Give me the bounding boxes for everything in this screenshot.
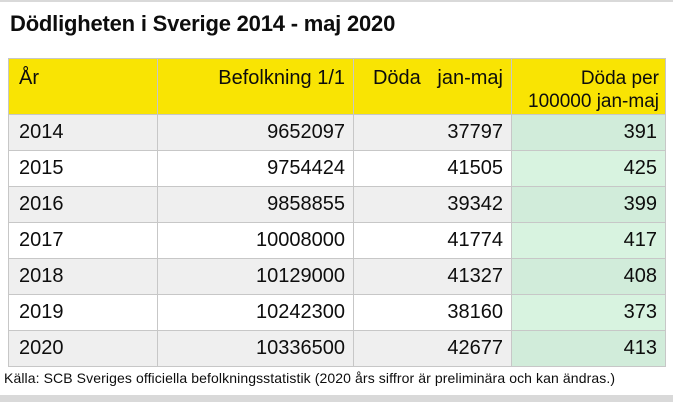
deaths-per-100k-cell: 417 xyxy=(511,222,666,259)
column-header-population: Befolkning 1/1 xyxy=(157,58,354,115)
population-cell: 9652097 xyxy=(157,114,354,151)
population-cell: 9858855 xyxy=(157,186,354,223)
population-cell: 10242300 xyxy=(157,294,354,331)
deaths-cell: 41327 xyxy=(353,258,512,295)
deaths-per-100k-cell: 425 xyxy=(511,150,666,187)
population-cell: 10129000 xyxy=(157,258,354,295)
table-row-2014: 2014 9652097 37797 391 xyxy=(8,114,666,151)
deaths-cell: 38160 xyxy=(353,294,512,331)
table-row-2016: 2016 9858855 39342 399 xyxy=(8,186,666,223)
year-cell: 2015 xyxy=(8,150,158,187)
top-border xyxy=(0,0,673,2)
year-cell: 2020 xyxy=(8,330,158,367)
deaths-cell: 41774 xyxy=(353,222,512,259)
deaths-per-100k-cell: 373 xyxy=(511,294,666,331)
table-row-2019: 2019 10242300 38160 373 xyxy=(8,294,666,331)
table-row-2020: 2020 10336500 42677 413 xyxy=(8,330,666,367)
deaths-cell: 42677 xyxy=(353,330,512,367)
year-cell: 2018 xyxy=(8,258,158,295)
column-header-deaths: Döda jan-maj xyxy=(353,58,512,115)
deaths-per-100k-cell: 408 xyxy=(511,258,666,295)
deaths-per-100k-cell: 399 xyxy=(511,186,666,223)
deaths-cell: 37797 xyxy=(353,114,512,151)
bottom-border xyxy=(0,395,673,402)
page-title: Dödligheten i Sverige 2014 - maj 2020 xyxy=(10,11,396,36)
year-cell: 2014 xyxy=(8,114,158,151)
deaths-cell: 39342 xyxy=(353,186,512,223)
population-cell: 9754424 xyxy=(157,150,354,187)
table-row-2015: 2015 9754424 41505 425 xyxy=(8,150,666,187)
source-note: Källa: SCB Sveriges officiella befolknin… xyxy=(4,370,616,386)
population-cell: 10336500 xyxy=(157,330,354,367)
deaths-per-100k-cell: 391 xyxy=(511,114,666,151)
deaths-per-100k-cell: 413 xyxy=(511,330,666,367)
deaths-cell: 41505 xyxy=(353,150,512,187)
column-header-deaths-per-100k: Döda per 100000 jan-maj xyxy=(511,58,666,115)
mortality-table: År Befolkning 1/1 Döda jan-maj Döda per … xyxy=(8,58,666,367)
column-header-year: År xyxy=(8,58,158,115)
year-cell: 2017 xyxy=(8,222,158,259)
table-row-2017: 2017 10008000 41774 417 xyxy=(8,222,666,259)
year-cell: 2019 xyxy=(8,294,158,331)
table-row-2018: 2018 10129000 41327 408 xyxy=(8,258,666,295)
year-cell: 2016 xyxy=(8,186,158,223)
header-row: År Befolkning 1/1 Döda jan-maj Döda per … xyxy=(8,58,666,115)
population-cell: 10008000 xyxy=(157,222,354,259)
